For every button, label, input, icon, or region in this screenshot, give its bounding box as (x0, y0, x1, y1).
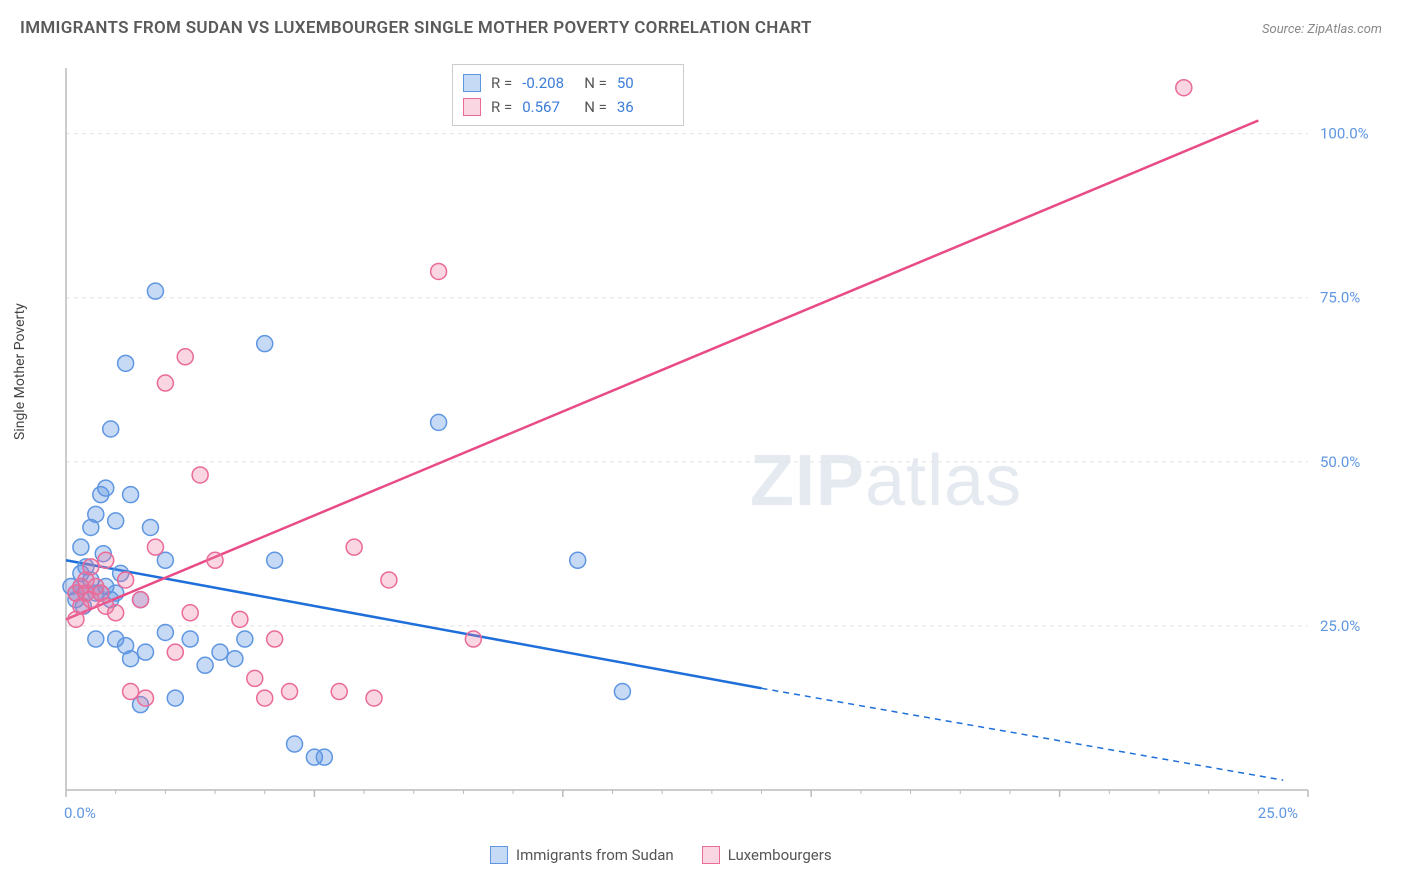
y-axis-label: Single Mother Poverty (12, 303, 28, 440)
n-label: N = (584, 95, 607, 119)
series-legend: Immigrants from Sudan Luxembourgers (490, 846, 832, 864)
legend-item: Luxembourgers (702, 846, 832, 864)
r-value: -0.208 (522, 71, 574, 95)
chart-title: IMMIGRANTS FROM SUDAN VS LUXEMBOURGER SI… (20, 18, 812, 38)
n-label: N = (584, 71, 607, 95)
series-swatch (702, 846, 720, 864)
source-label: Source: ZipAtlas.com (1262, 22, 1382, 37)
legend-item: Immigrants from Sudan (490, 846, 674, 864)
legend-label: Immigrants from Sudan (516, 846, 674, 864)
scatter-chart: 25.0% 50.0% 75.0% 100.0% 0.0% 25.0% (58, 60, 1378, 830)
stats-row: R = 0.567 N = 36 (463, 95, 669, 119)
svg-text:0.0%: 0.0% (64, 804, 96, 822)
series-swatch (463, 74, 481, 92)
svg-text:50.0%: 50.0% (1320, 453, 1360, 471)
series-swatch (490, 846, 508, 864)
svg-text:100.0%: 100.0% (1320, 125, 1369, 143)
n-value: 50 (617, 71, 669, 95)
svg-text:25.0%: 25.0% (1320, 617, 1360, 635)
svg-text:75.0%: 75.0% (1320, 289, 1360, 307)
r-label: R = (491, 71, 512, 95)
series-swatch (463, 98, 481, 116)
r-value: 0.567 (522, 95, 574, 119)
r-label: R = (491, 95, 512, 119)
stats-legend-box: R = -0.208 N = 50 R = 0.567 N = 36 (452, 64, 684, 126)
n-value: 36 (617, 95, 669, 119)
legend-label: Luxembourgers (728, 846, 832, 864)
svg-text:25.0%: 25.0% (1258, 804, 1298, 822)
stats-row: R = -0.208 N = 50 (463, 71, 669, 95)
